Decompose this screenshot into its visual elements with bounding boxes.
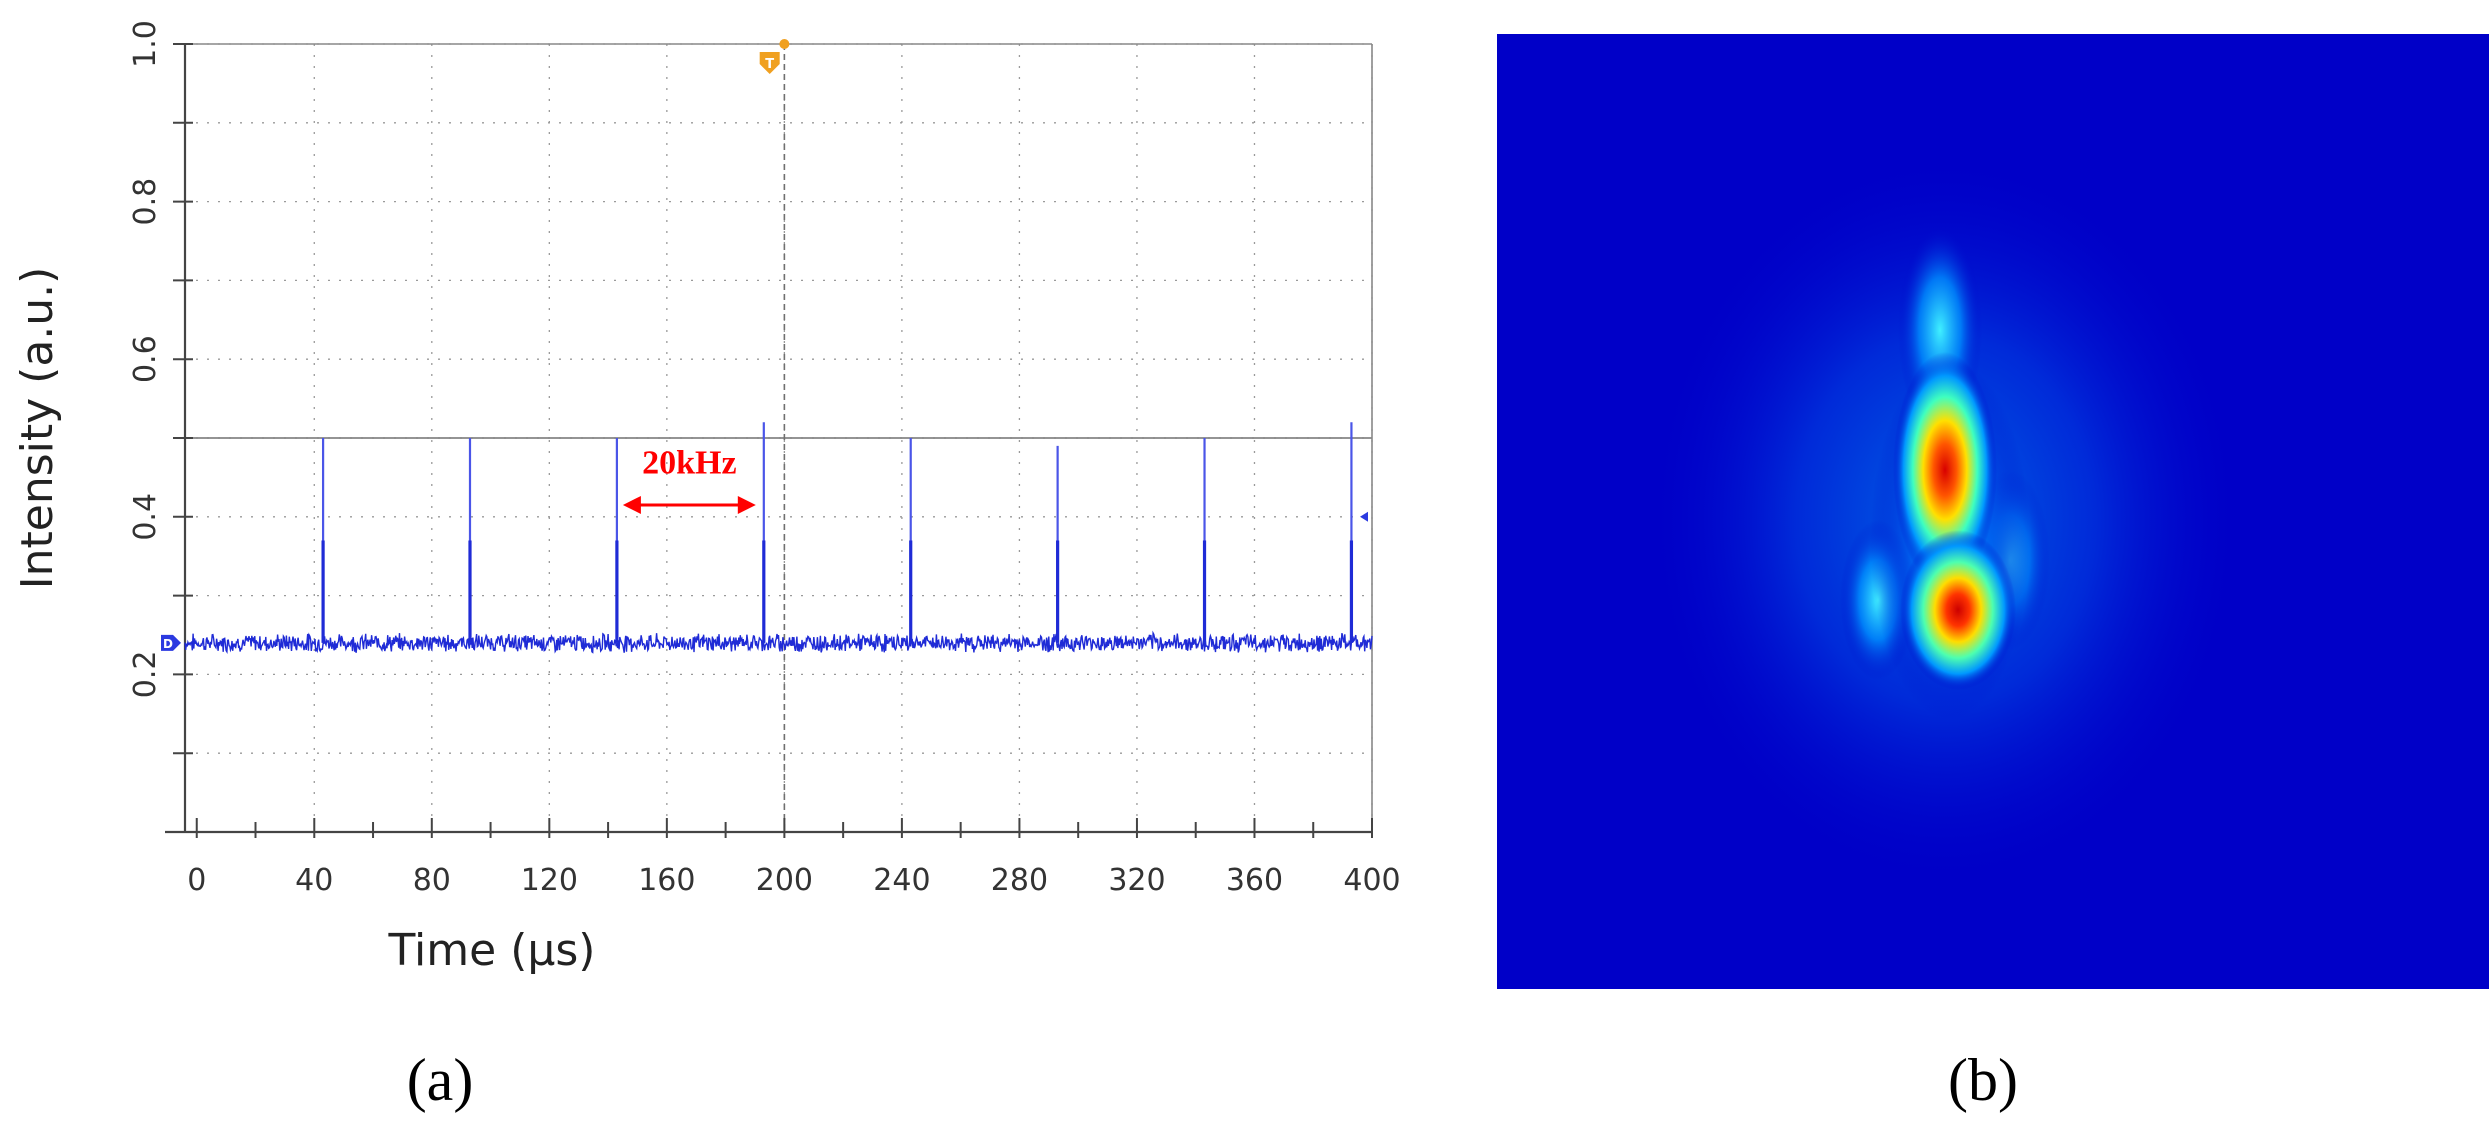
panel-label-a: (a)	[407, 1047, 474, 1113]
grid-lines	[185, 43, 1373, 832]
panel-label-b: (b)	[1948, 1047, 2018, 1113]
pulse-spikes	[321, 422, 1354, 643]
x-tick-label: 360	[1226, 863, 1283, 898]
x-tick-label: 400	[1343, 863, 1400, 898]
trigger-marker	[759, 52, 780, 74]
annotation-label: 20kHz	[642, 444, 736, 481]
x-tick-label: 0	[187, 863, 206, 898]
y-tick-label: 1.0	[128, 20, 163, 68]
channel-marker-label: D	[163, 637, 173, 651]
y-tick-label: 0.4	[128, 493, 163, 541]
trigger-marker-label: T	[765, 57, 774, 72]
x-tick-label: 240	[873, 863, 930, 898]
y-tick-label: 0.2	[128, 651, 163, 699]
y-tick-labels: 0.2 0.4 0.6 0.8 1.0	[128, 20, 163, 698]
beam-lower-lobe	[1900, 530, 2016, 690]
x-tick-label: 80	[413, 863, 451, 898]
beam-upper-lobe	[1893, 352, 1997, 588]
x-tick-label: 40	[295, 863, 333, 898]
annotation-arrow-left-head	[622, 495, 641, 514]
annotation-arrow-right-head	[737, 495, 756, 514]
x-tick-label: 200	[756, 863, 813, 898]
level-marker	[1360, 511, 1368, 522]
y-tick-label: 0.6	[128, 335, 163, 383]
x-tick-label: 160	[638, 863, 695, 898]
scope-markers: TD	[161, 39, 1368, 651]
channel-marker	[161, 634, 181, 651]
panel-b-beam-profile-heatmap: (b)	[1497, 34, 2489, 1113]
repetition-rate-annotation: 20kHz	[622, 444, 756, 514]
beam-spot	[1645, 150, 2245, 890]
trigger-position-dot	[779, 39, 790, 49]
intensity-trace-series	[184, 630, 1373, 655]
x-tick-label: 280	[991, 863, 1048, 898]
plot-axes	[165, 43, 1373, 838]
x-axis-label: Time (µs)	[388, 925, 596, 976]
x-tick-label: 120	[521, 863, 578, 898]
panel-a-pulse-train-chart: 0 40 80 120 160 200 240 280 320 360 400 0.20.40.60…	[12, 20, 1401, 1113]
y-tick-label: 0.8	[128, 178, 163, 226]
x-tick-label: 320	[1108, 863, 1165, 898]
x-tick-labels: 0 40 80 120 160 200 240 280 320 360 400	[187, 863, 1400, 898]
y-axis-label: Intensity (a.u.)	[12, 267, 63, 590]
